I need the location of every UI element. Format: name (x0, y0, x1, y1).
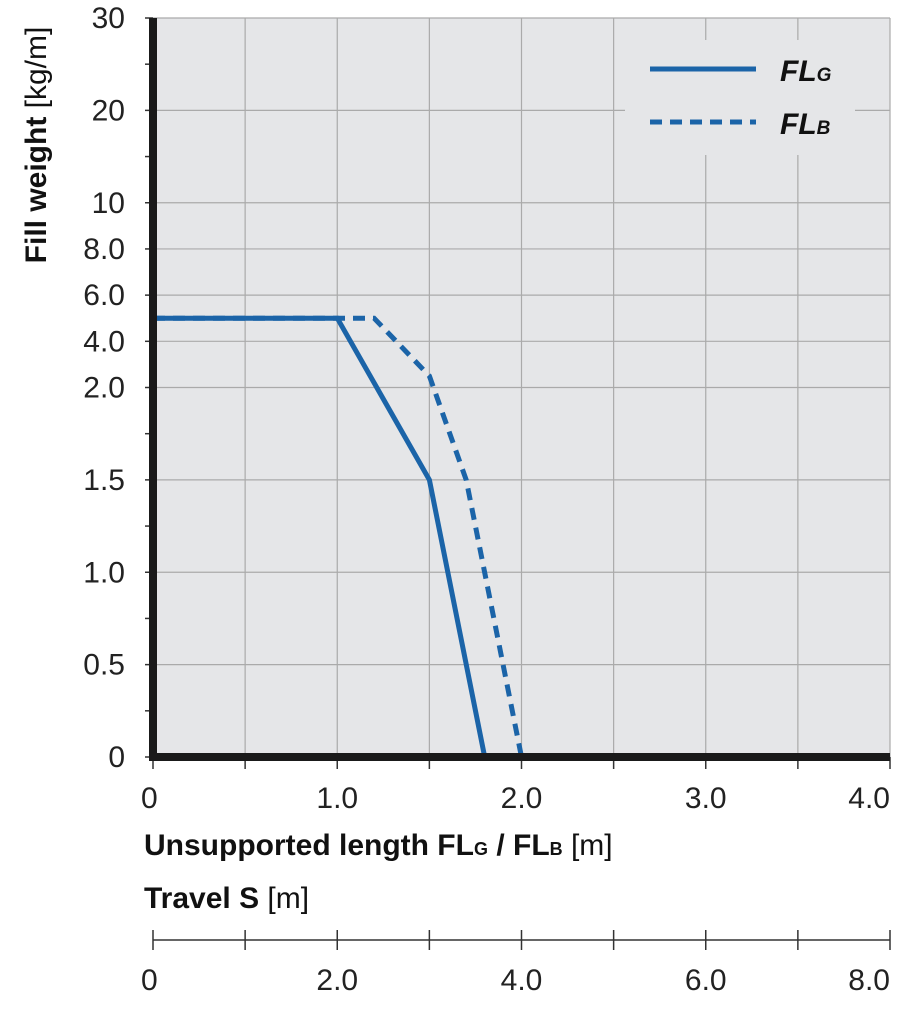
y-tick-label: 1.5 (83, 464, 125, 497)
travel-axis-ticks: 0 2.0 4.0 6.0 8.0 (141, 930, 891, 997)
legend-label-flg: FLG (780, 55, 832, 88)
legend-box (625, 40, 855, 155)
y-axis-title: Fill weight [kg/m] (20, 27, 53, 264)
travel-tick-label: 4.0 (501, 964, 543, 997)
travel-tick-label: 6.0 (685, 964, 727, 997)
y-tick-label: 0 (108, 741, 125, 774)
y-tick-label: 2.0 (83, 372, 125, 405)
y-tick-label: 0.5 (83, 649, 125, 682)
travel-tick-label: 2.0 (316, 964, 358, 997)
y-tick-label: 20 (92, 94, 125, 127)
series-layer (153, 315, 524, 758)
legend-label-flb: FLB (780, 108, 831, 141)
x-tick-label: 3.0 (685, 782, 727, 815)
series-line-flg (153, 315, 488, 758)
y-tick-label: 10 (92, 187, 125, 220)
travel-tick-label: 0 (141, 964, 158, 997)
series-line-flb (153, 315, 524, 758)
y-tick-label: 6.0 (83, 279, 125, 312)
x-tick-label: 4.0 (848, 782, 890, 815)
x-tick-label: 1.0 (316, 782, 358, 815)
y-tick-label: 1.0 (83, 556, 125, 589)
grid-lines (153, 17, 891, 757)
x-tick-label: 2.0 (501, 782, 543, 815)
x-axis-title: Unsupported length FLG / FLB [m] (144, 829, 613, 862)
y-tick-label: 8.0 (83, 233, 125, 266)
travel-tick-label: 8.0 (848, 964, 890, 997)
travel-axis-title: Travel S [m] (144, 882, 309, 915)
legend: FLG FLB (650, 55, 832, 141)
x-tick-label: 0 (141, 782, 158, 815)
y-tick-label: 30 (92, 2, 125, 35)
y-tick-label: 4.0 (83, 325, 125, 358)
x-axis-ticks: 0 1.0 2.0 3.0 4.0 (141, 757, 891, 815)
y-axis-ticks: 0 0.5 1.0 1.5 2.0 4.0 6.0 8.0 10 20 30 (83, 2, 153, 774)
